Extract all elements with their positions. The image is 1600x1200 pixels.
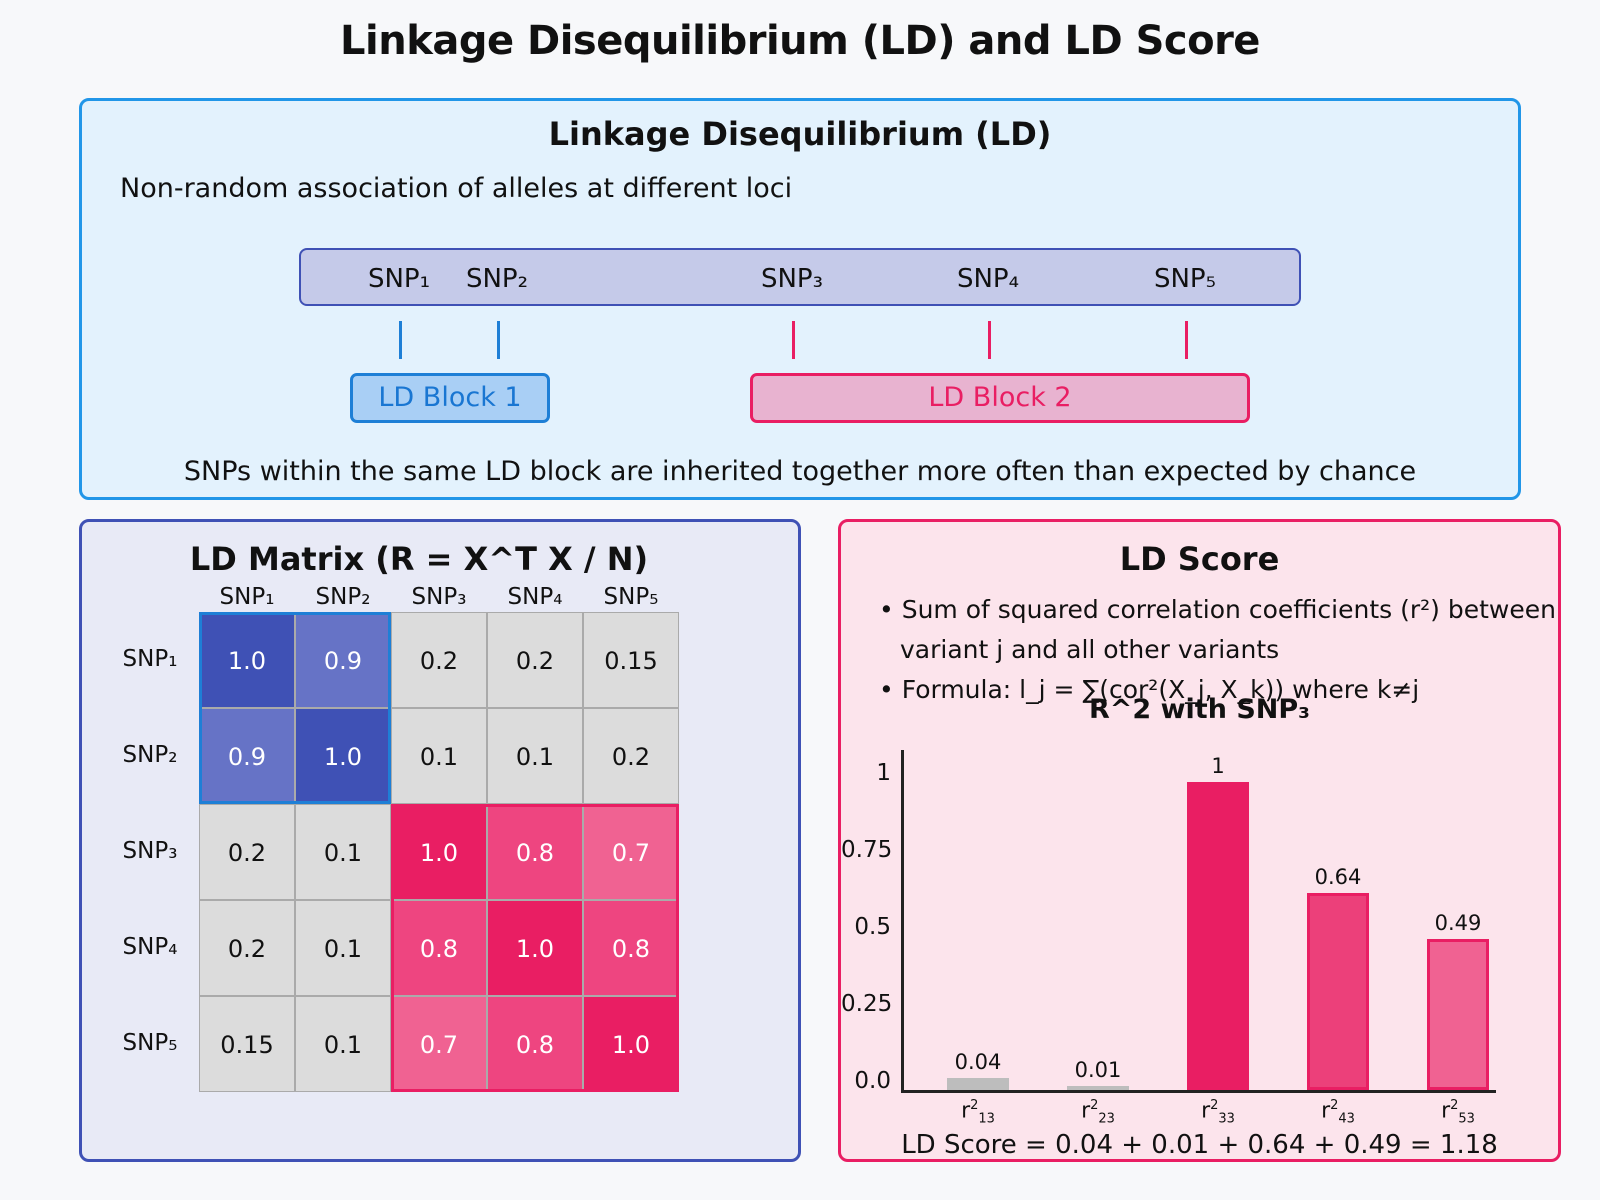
matrix-cell: 0.8: [487, 804, 583, 900]
chart-title: R^2 with SNP₃: [1089, 694, 1310, 725]
matrix-col-label: SNP₂: [315, 584, 371, 610]
ld-note: SNPs within the same LD block are inheri…: [183, 456, 1417, 487]
matrix-cell: 0.2: [391, 612, 487, 708]
bullet-text: Formula: l_j = ∑(cor²(X_j, X_k)) where k…: [901, 675, 1420, 704]
y-tick-label: 0.75: [841, 837, 893, 863]
snp-label: SNP₅: [1153, 264, 1217, 294]
ld-panel-title: Linkage Disequilibrium (LD): [548, 115, 1052, 153]
snp-label: SNP₂: [465, 264, 529, 294]
matrix-row-label: SNP₁: [122, 646, 178, 672]
snp-tick: [497, 321, 500, 359]
snp-tick: [1185, 321, 1188, 359]
x-tick-label: r253: [1441, 1098, 1475, 1127]
matrix-cell: 0.1: [295, 804, 391, 900]
matrix-cell: 0.1: [487, 708, 583, 804]
matrix-cell: 1.0: [583, 996, 679, 1092]
bar-value-label: 0.49: [1434, 911, 1482, 936]
ld-panel: Linkage Disequilibrium (LD) Non-random a…: [79, 98, 1521, 500]
score-title: LD Score: [1119, 540, 1280, 578]
bar-value-label: 0.04: [954, 1049, 1002, 1074]
matrix-cell: 0.9: [295, 612, 391, 708]
chart-bar: [1067, 1086, 1129, 1090]
matrix-cell: 1.0: [487, 900, 583, 996]
chromosome-bar: SNP₁ SNP₂ SNP₃ SNP₄ SNP₅: [299, 248, 1301, 306]
ld-block-2: LD Block 2: [750, 373, 1250, 423]
matrix-cell: 0.9: [199, 708, 295, 804]
chart-bar: [1187, 782, 1249, 1090]
x-tick-label: r223: [1081, 1098, 1115, 1127]
ld-subtitle: Non-random association of alleles at dif…: [120, 173, 793, 204]
snp-label: SNP₄: [956, 264, 1020, 294]
ld-score-equation: LD Score = 0.04 + 0.01 + 0.64 + 0.49 = 1…: [901, 1130, 1498, 1160]
x-axis: [901, 1090, 1496, 1093]
matrix-row-label: SNP₅: [122, 1030, 178, 1056]
matrix-cell: 0.2: [199, 804, 295, 900]
matrix-cell: 0.15: [199, 996, 295, 1092]
matrix-col-label: SNP₅: [603, 584, 659, 610]
page-title: Linkage Disequilibrium (LD) and LD Score: [340, 18, 1260, 64]
matrix-cell: 1.0: [199, 612, 295, 708]
matrix-cell: 1.0: [295, 708, 391, 804]
matrix-cell: 0.1: [295, 900, 391, 996]
snp-label: SNP₁: [367, 264, 431, 294]
matrix-cell: 1.0: [391, 804, 487, 900]
chart-bar: [1427, 939, 1489, 1090]
matrix-row-label: SNP₂: [122, 742, 178, 768]
y-tick-label: 0.0: [854, 1068, 891, 1094]
matrix-col-label: SNP₄: [507, 584, 563, 610]
matrix-cell: 0.15: [583, 612, 679, 708]
chart-bar: [1307, 892, 1369, 1090]
matrix-cell: 0.2: [583, 708, 679, 804]
snp-label: SNP₃: [760, 264, 824, 294]
bar-value-label: 1: [1211, 754, 1225, 778]
matrix-cell: 0.7: [391, 996, 487, 1092]
x-tick-label: r213: [961, 1098, 995, 1127]
y-tick-label: 1: [876, 760, 891, 786]
matrix-cell: 0.8: [391, 900, 487, 996]
matrix-cell: 0.2: [199, 900, 295, 996]
ld-matrix-panel: LD Matrix (R = X^T X / N) SNP₁ SNP₁ SNP₂ SN…: [79, 519, 801, 1162]
x-tick-label: r233: [1201, 1098, 1235, 1127]
bullet-text: Sum of squared correlation coefficients …: [901, 595, 1556, 624]
bullet-formula: • Formula: l_j = ∑(cor²(X_j, X_k)) where…: [879, 675, 1420, 704]
ld-block-1: LD Block 1: [350, 373, 550, 423]
snp-tick: [792, 321, 795, 359]
matrix-cell: 0.7: [583, 804, 679, 900]
matrix-row-label: SNP₄: [122, 934, 178, 960]
matrix-cell: 0.8: [583, 900, 679, 996]
y-axis: [901, 750, 904, 1090]
snp-tick: [988, 321, 991, 359]
matrix-cell: 0.8: [487, 996, 583, 1092]
bullet-definition-cont: variant j and all other variants: [900, 635, 1280, 664]
snp-tick: [399, 321, 402, 359]
bar-value-label: 0.01: [1074, 1058, 1122, 1082]
matrix-cell: 0.1: [391, 708, 487, 804]
matrix-col-label: SNP₃: [411, 584, 467, 610]
matrix-cell: 0.1: [295, 996, 391, 1092]
matrix-col-label: SNP₁: [219, 584, 275, 610]
matrix-cell: 0.2: [487, 612, 583, 708]
chart-bar: [947, 1077, 1009, 1090]
bullet-definition: • Sum of squared correlation coefficient…: [879, 595, 1556, 624]
y-tick-label: 0.5: [854, 914, 891, 940]
matrix-title: LD Matrix (R = X^T X / N): [189, 540, 649, 578]
y-tick-label: 0.25: [841, 991, 893, 1017]
x-tick-label: r243: [1321, 1098, 1355, 1127]
matrix-row-label: SNP₃: [122, 838, 178, 864]
ld-score-panel: LD Score • Sum of squared correlation co…: [838, 519, 1561, 1162]
bar-value-label: 0.64: [1314, 864, 1362, 889]
